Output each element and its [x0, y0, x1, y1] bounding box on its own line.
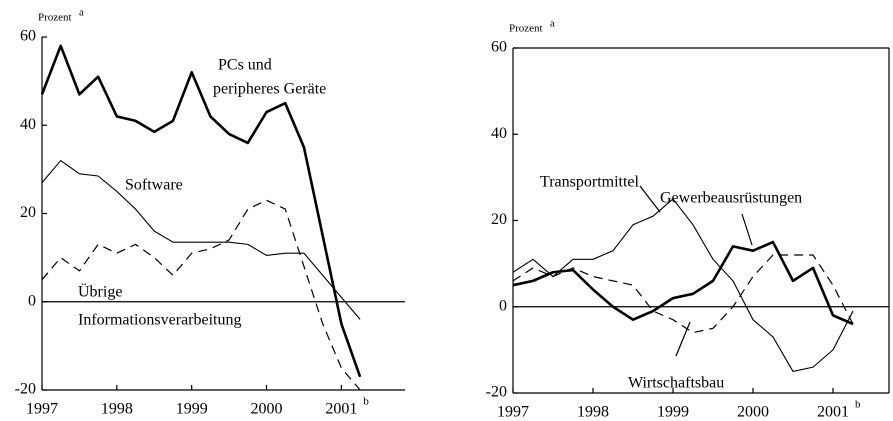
series-label: Transportmittel [540, 174, 640, 191]
series-label: PCs und [218, 57, 272, 74]
x-tick-label: 1998 [101, 401, 133, 418]
series-line [40, 44, 362, 378]
x-tick-label: 1999 [657, 404, 689, 421]
y-tick-label: 20 [491, 211, 507, 228]
x-note: b [363, 396, 369, 408]
y-tick-label: 60 [491, 39, 507, 56]
y-tick-label: 0 [28, 292, 36, 309]
series-line [512, 254, 854, 334]
x-tick-label: 2000 [737, 404, 769, 421]
label-arrow [675, 321, 691, 357]
y-label-note: a [79, 7, 84, 19]
series-label: Informationsverarbeitung [78, 312, 242, 329]
label-arrow [741, 213, 753, 246]
y-tick-label: 0 [499, 297, 507, 314]
y-tick-label: 60 [20, 28, 36, 45]
series-line [41, 160, 361, 320]
series-label: Wirtschaftsbau [628, 375, 724, 392]
y-label-note: a [550, 18, 555, 30]
series-label: Übrige [78, 283, 122, 301]
x-note: b [855, 399, 861, 411]
x-tick-label: 2001 [325, 401, 357, 418]
x-tick-label: 1998 [577, 404, 609, 421]
x-tick-label: 1997 [26, 401, 58, 418]
x-tick-label: 2001 [817, 404, 849, 421]
series-line [41, 199, 361, 391]
series-label: peripheres Geräte [213, 81, 326, 98]
series-label: Gewerbeausrüstungen [660, 190, 802, 207]
x-tick-label: 2000 [251, 401, 283, 418]
y-tick-label: 20 [20, 204, 36, 221]
y-tick-label: 40 [20, 116, 36, 133]
x-tick-label: 1999 [176, 401, 208, 418]
series-line [512, 198, 854, 372]
y-label: Prozent [509, 23, 543, 35]
y-tick-label: -20 [15, 381, 36, 398]
x-tick-label: 1997 [497, 404, 529, 421]
label-arrow [639, 185, 661, 213]
series-line [512, 240, 854, 326]
y-tick-label: 40 [491, 125, 507, 142]
series-label: Software [125, 177, 183, 194]
y-tick-label: -20 [486, 384, 507, 401]
y-label: Prozent [38, 12, 72, 24]
